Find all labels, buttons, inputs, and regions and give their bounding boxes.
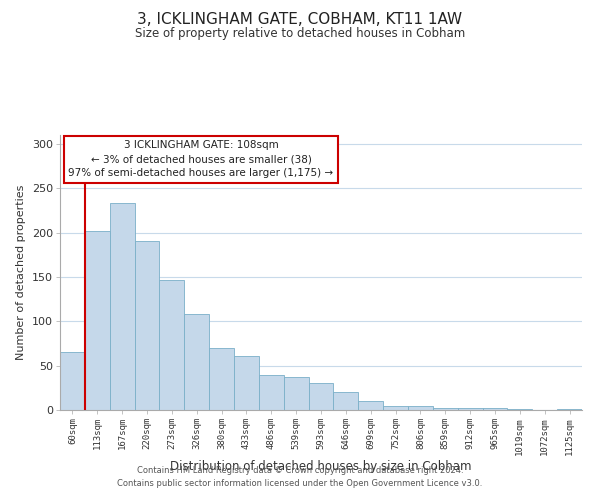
Bar <box>234 356 259 410</box>
Bar <box>308 382 334 410</box>
Bar <box>358 401 383 410</box>
Text: 3 ICKLINGHAM GATE: 108sqm
← 3% of detached houses are smaller (38)
97% of semi-d: 3 ICKLINGHAM GATE: 108sqm ← 3% of detach… <box>68 140 334 178</box>
Bar <box>184 314 209 410</box>
Bar <box>134 240 160 410</box>
Bar <box>433 408 458 410</box>
Bar <box>110 204 134 410</box>
Bar <box>508 409 532 410</box>
Bar <box>259 376 284 410</box>
Bar <box>383 406 408 410</box>
Text: Size of property relative to detached houses in Cobham: Size of property relative to detached ho… <box>135 28 465 40</box>
Bar <box>209 348 234 410</box>
Text: 3, ICKLINGHAM GATE, COBHAM, KT11 1AW: 3, ICKLINGHAM GATE, COBHAM, KT11 1AW <box>137 12 463 28</box>
Bar <box>160 280 184 410</box>
Bar <box>557 409 582 410</box>
Bar <box>60 352 85 410</box>
Bar <box>284 377 308 410</box>
Bar <box>408 406 433 410</box>
Text: Contains HM Land Registry data © Crown copyright and database right 2024.
Contai: Contains HM Land Registry data © Crown c… <box>118 466 482 487</box>
X-axis label: Distribution of detached houses by size in Cobham: Distribution of detached houses by size … <box>170 460 472 473</box>
Y-axis label: Number of detached properties: Number of detached properties <box>16 185 26 360</box>
Bar <box>85 231 110 410</box>
Bar <box>334 392 358 410</box>
Bar <box>482 408 508 410</box>
Bar <box>458 408 482 410</box>
